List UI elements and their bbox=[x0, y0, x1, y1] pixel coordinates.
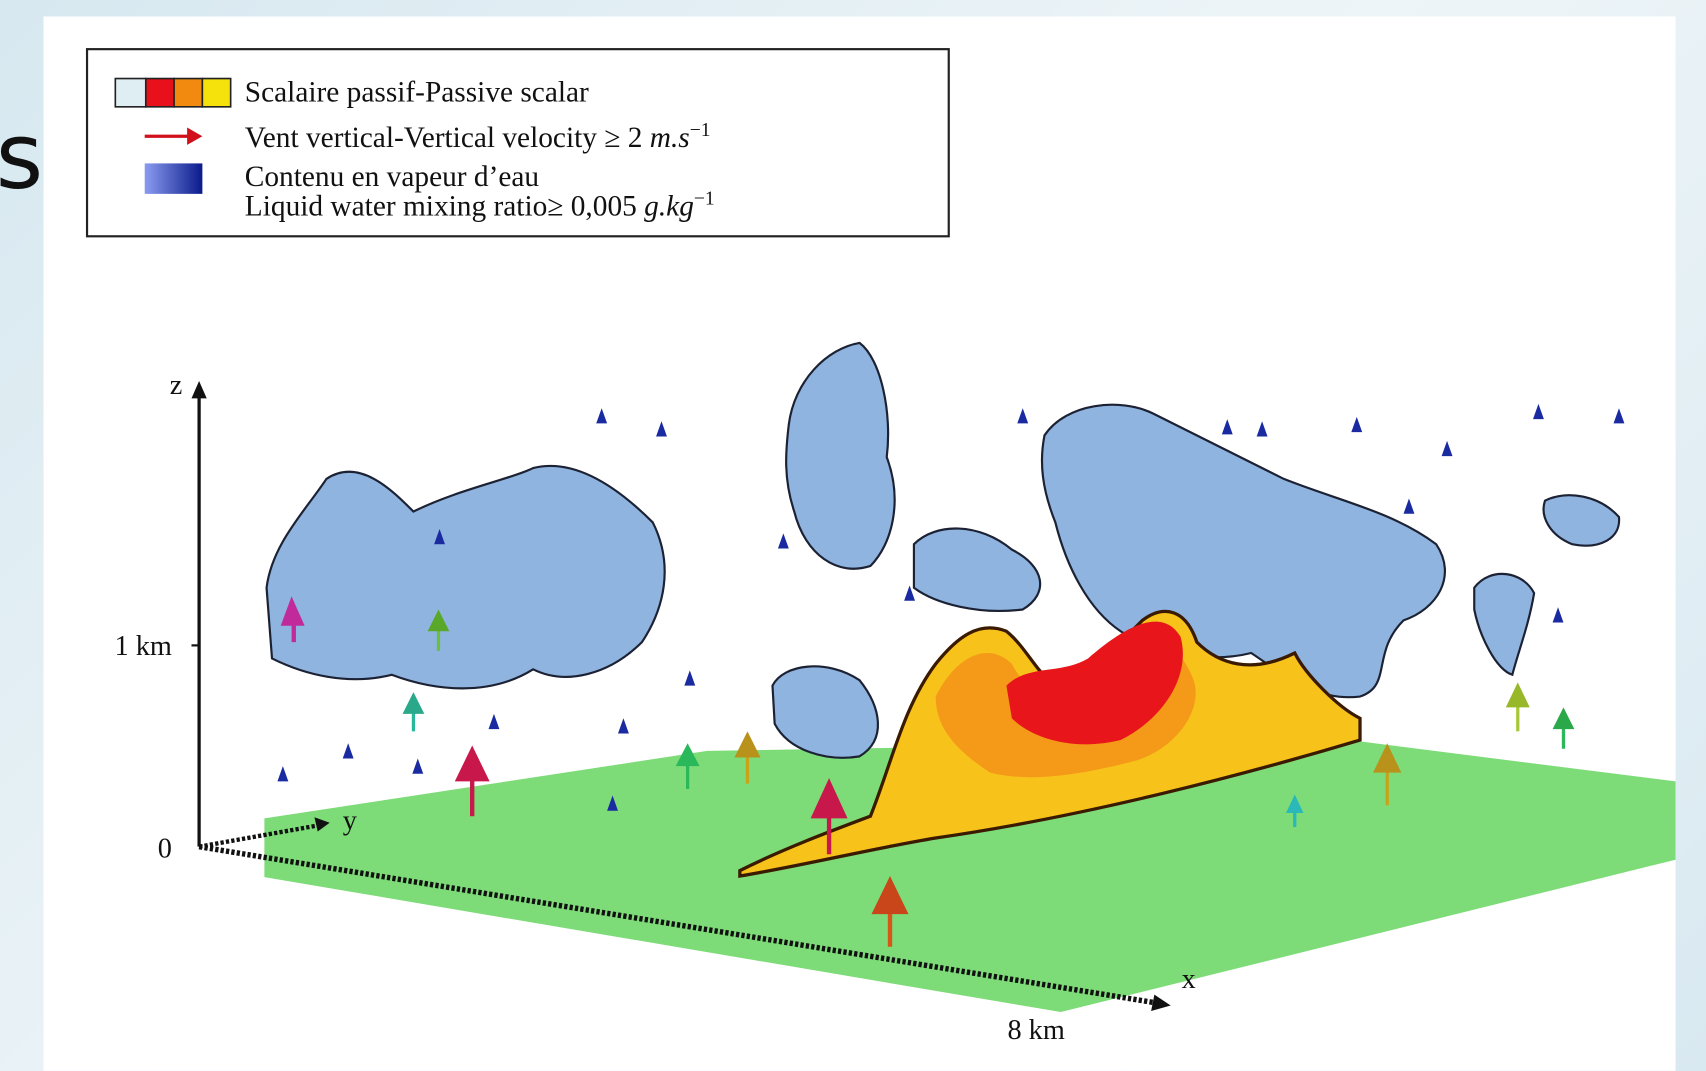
legend: Scalaire passif-Passive scalar Vent vert… bbox=[87, 49, 949, 236]
legend-velocity-exponent: −1 bbox=[690, 120, 711, 141]
legend-vapour: Contenu en vapeur d’eau bbox=[245, 161, 540, 193]
x-axis-label: x bbox=[1182, 964, 1196, 995]
legend-scalar: Scalaire passif-Passive scalar bbox=[245, 76, 589, 108]
legend-velocity-text: Vent vertical-Vertical velocity ≥ 2 bbox=[245, 122, 650, 154]
origin-label: 0 bbox=[158, 834, 172, 865]
z-tick-label: 1 km bbox=[115, 631, 172, 662]
legend-liquid-unit: g.kg bbox=[644, 191, 694, 223]
page: {"slide": {"title_fragment": "s"}, "figu… bbox=[0, 0, 1706, 1071]
z-axis-label: z bbox=[170, 370, 183, 401]
legend-liquid-exponent: −1 bbox=[694, 189, 715, 210]
y-axis-label: y bbox=[343, 805, 358, 836]
slide-title-fragment: s bbox=[0, 102, 43, 209]
x-tick-label: 8 km bbox=[1007, 1015, 1064, 1046]
slide: s Scalaire passif-Passive scalar Vent ve… bbox=[0, 0, 1706, 1071]
legend-velocity-unit: m.s bbox=[650, 122, 690, 154]
swatch-light bbox=[115, 79, 145, 107]
swatch-red bbox=[146, 79, 174, 107]
legend-liquid: Liquid water mixing ratio≥ 0,005 g.kg−1 bbox=[245, 189, 715, 223]
cloud bbox=[267, 466, 665, 688]
legend-velocity: Vent vertical-Vertical velocity ≥ 2 m.s−… bbox=[245, 120, 711, 154]
swatch-orange bbox=[174, 79, 202, 107]
swatch-yellow bbox=[202, 79, 230, 107]
legend-liquid-text: Liquid water mixing ratio≥ 0,005 bbox=[245, 191, 644, 223]
swatch-blue bbox=[145, 163, 203, 193]
